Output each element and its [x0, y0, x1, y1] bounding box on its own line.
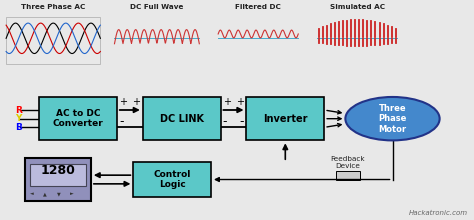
- Text: ▲: ▲: [43, 191, 47, 196]
- Bar: [6, 16, 100, 64]
- Text: Control
Logic: Control Logic: [154, 170, 191, 189]
- Text: ◄: ◄: [30, 191, 34, 196]
- FancyBboxPatch shape: [246, 97, 324, 140]
- FancyBboxPatch shape: [336, 171, 359, 180]
- Text: Hackatronic.com: Hackatronic.com: [409, 211, 468, 216]
- FancyBboxPatch shape: [30, 164, 86, 186]
- Text: Simulated AC: Simulated AC: [329, 4, 385, 9]
- FancyBboxPatch shape: [25, 158, 91, 201]
- Text: 1280: 1280: [40, 164, 75, 177]
- Text: -: -: [239, 115, 244, 128]
- FancyBboxPatch shape: [133, 162, 211, 197]
- Text: R: R: [16, 106, 22, 114]
- Text: +: +: [236, 97, 244, 106]
- Text: -: -: [119, 115, 124, 128]
- Text: +: +: [132, 97, 140, 106]
- Text: AC to DC
Converter: AC to DC Converter: [53, 109, 103, 128]
- Text: Three
Phase
Motor: Three Phase Motor: [378, 104, 407, 134]
- Text: ►: ►: [70, 191, 73, 196]
- Text: -: -: [223, 115, 228, 128]
- Text: DC Full Wave: DC Full Wave: [130, 4, 183, 9]
- Text: ▼: ▼: [56, 191, 60, 196]
- Text: Inverter: Inverter: [263, 114, 308, 124]
- Text: B: B: [16, 123, 22, 132]
- Text: DC LINK: DC LINK: [160, 114, 204, 124]
- Text: Three Phase AC: Three Phase AC: [21, 4, 85, 9]
- FancyBboxPatch shape: [143, 97, 220, 140]
- Text: Filtered DC: Filtered DC: [235, 4, 281, 9]
- Text: +: +: [223, 97, 231, 106]
- Text: Y: Y: [16, 114, 22, 123]
- Circle shape: [346, 97, 439, 140]
- FancyBboxPatch shape: [39, 97, 117, 140]
- Text: Feedback
Device: Feedback Device: [330, 156, 365, 169]
- Text: +: +: [119, 97, 127, 106]
